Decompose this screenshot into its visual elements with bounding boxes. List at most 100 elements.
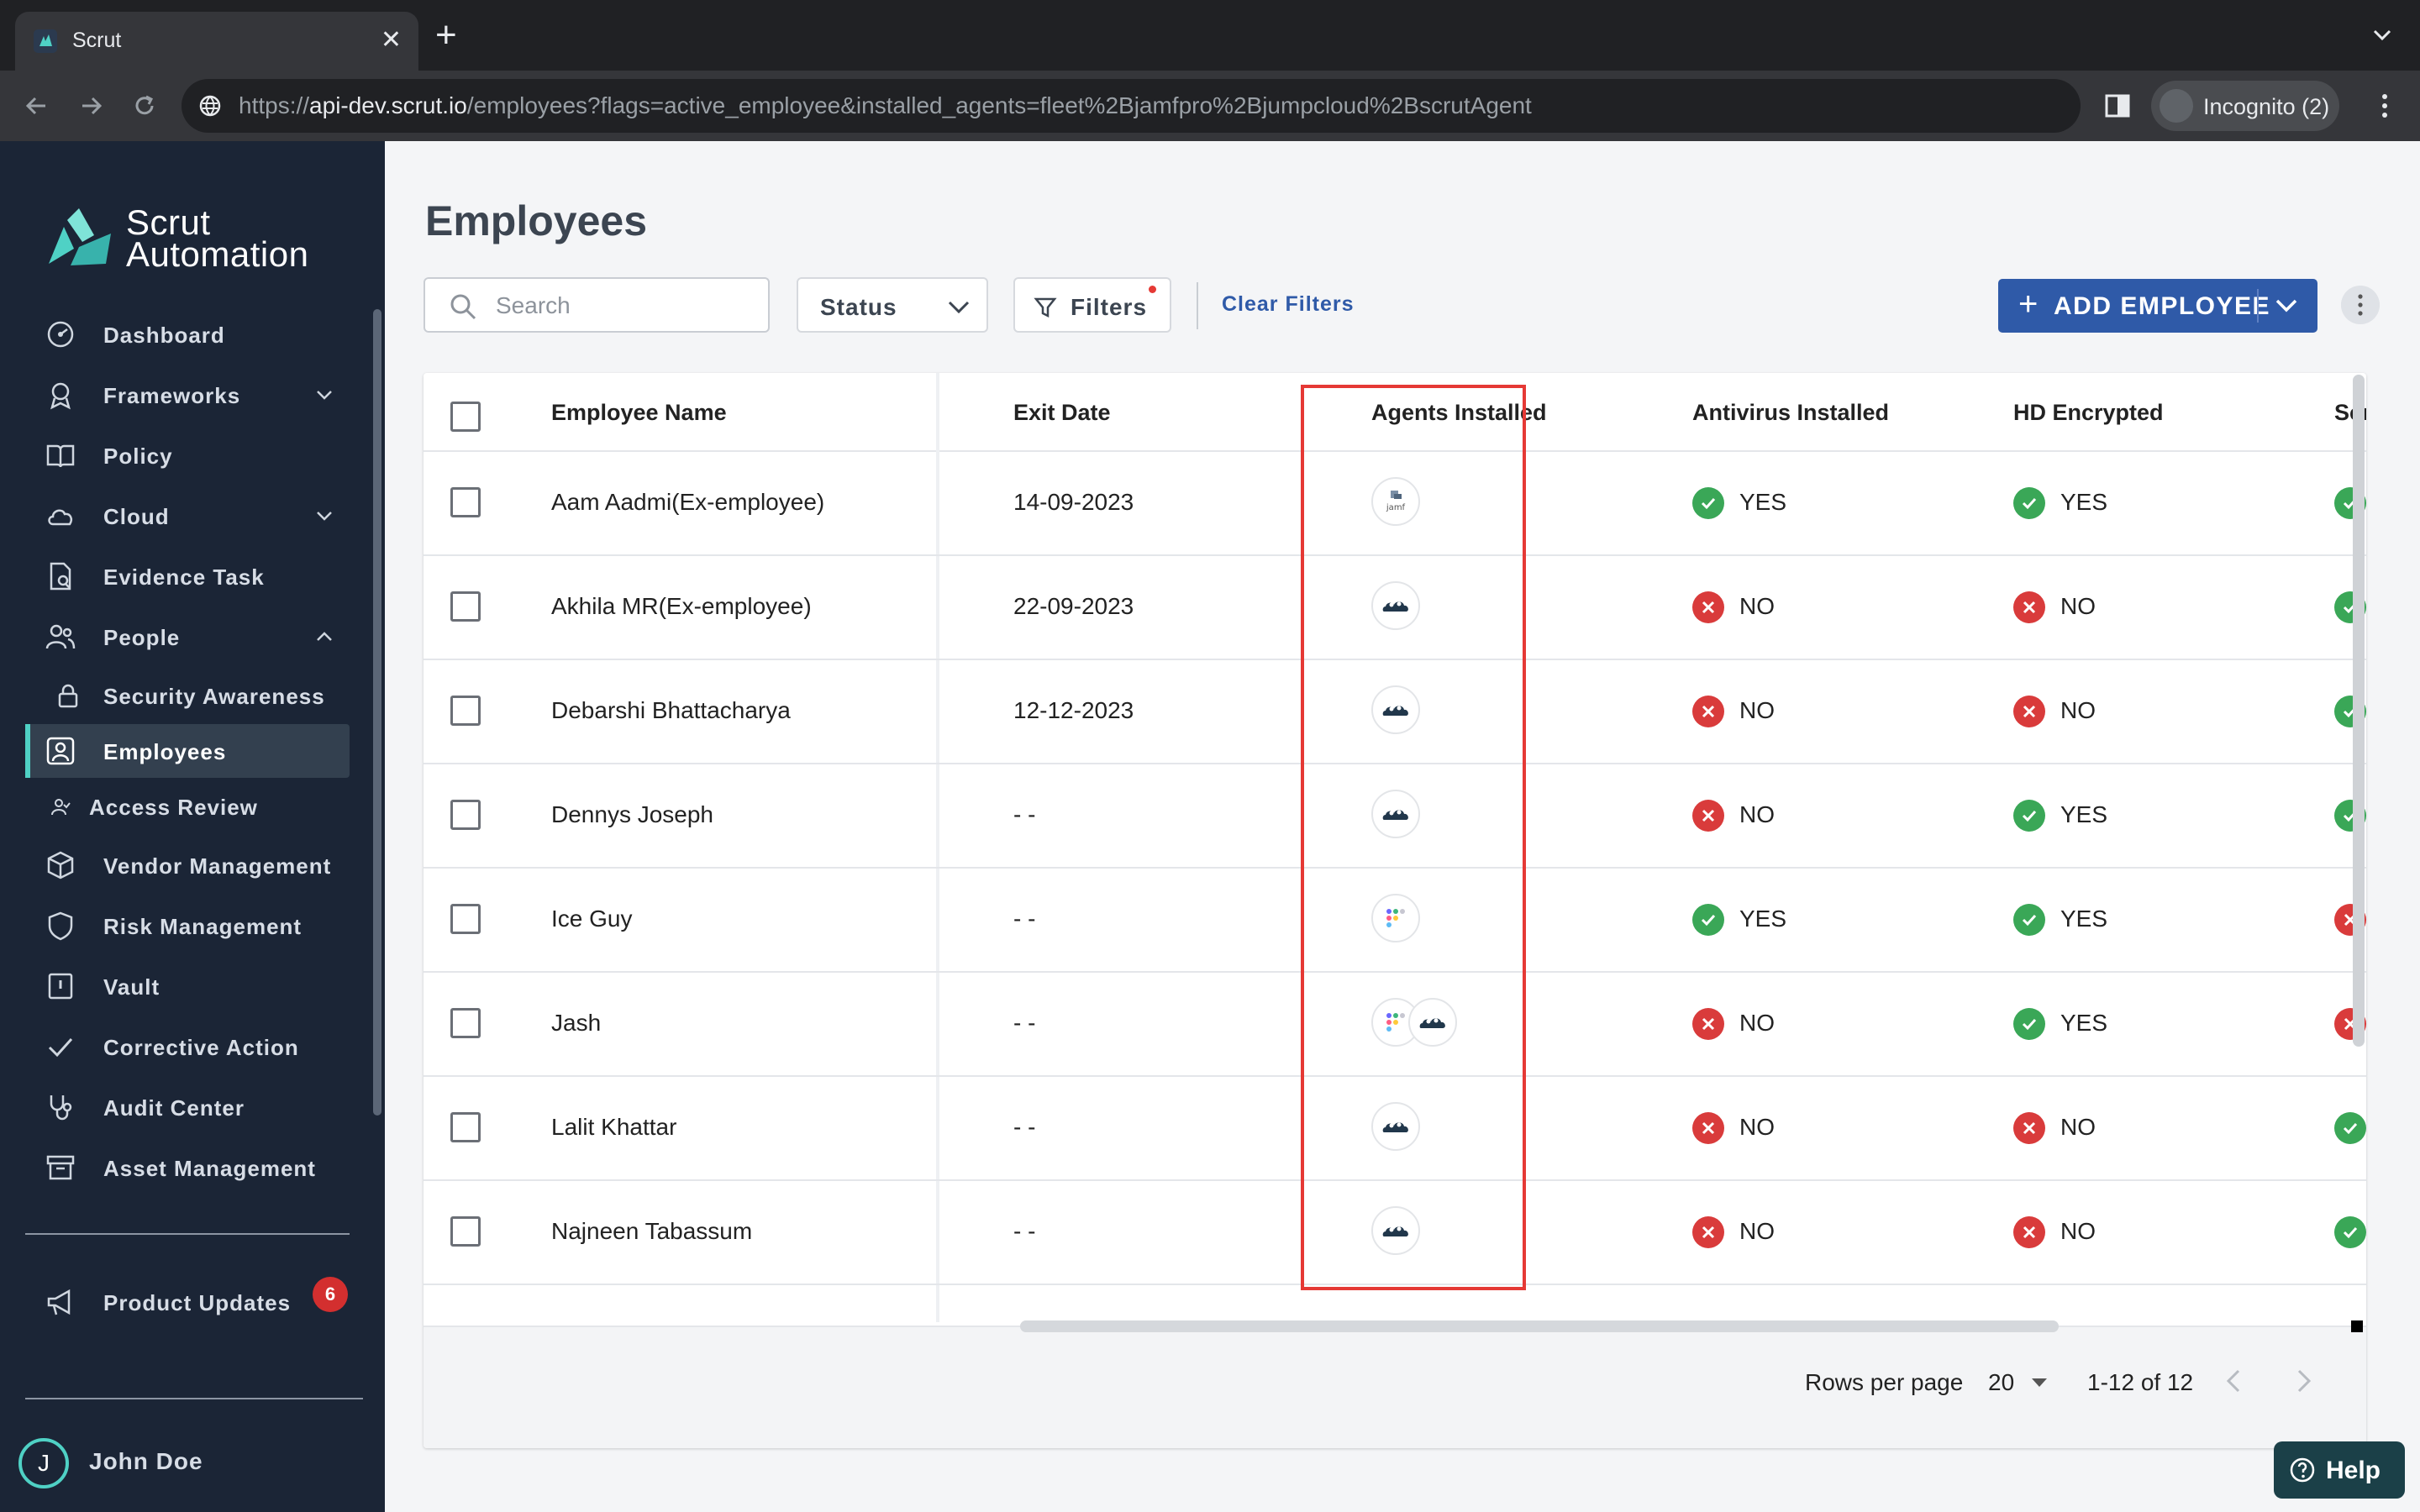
page-range-text: 1-12 of 12 [2087,1369,2194,1395]
table-header: Employee Name Exit Date Agents Installed… [424,373,2366,452]
sidebar-item-product-updates[interactable]: Product Updates [25,1275,350,1329]
cross-circle-icon [1692,1112,1724,1144]
more-options-icon[interactable] [2341,286,2380,324]
exit-date-cell: 22-09-2023 [1013,593,1134,619]
help-button[interactable]: Help [2274,1441,2405,1499]
column-header-hd-encrypted[interactable]: HD Encrypted [2013,400,2164,425]
address-bar[interactable]: https://api-dev.scrut.io/employees?flags… [182,79,2081,133]
table-row[interactable]: Jash- -NOYESNO [424,973,2366,1077]
scrut-favicon-icon [34,29,57,53]
antivirus-status-text: NO [1739,1114,1775,1140]
sidebar-item-policy[interactable]: Policy [25,428,350,482]
row-checkbox[interactable] [450,1008,481,1038]
sidebar-item-vendor-management[interactable]: Vendor Management [25,838,350,892]
sidebar-item-vault[interactable]: Vault [25,959,350,1013]
check-circle-icon [2013,904,2045,936]
column-header-exit-date[interactable]: Exit Date [1013,400,1111,425]
antivirus-status-text: NO [1739,1010,1775,1036]
site-info-icon[interactable] [198,94,222,118]
row-checkbox[interactable] [450,487,481,517]
table-row[interactable]: Akhila MR(Ex-employee)22-09-2023NONOYES [424,556,2366,660]
row-checkbox[interactable] [450,904,481,934]
jamf-icon: jamf [1386,491,1406,512]
table-row[interactable]: Aam Aadmi(Ex-employee) 14-09-2023 jamf YES Y… [424,452,2366,556]
select-all-checkbox[interactable] [450,402,481,432]
browser-menu-icon[interactable] [2370,89,2400,123]
sidebar-item-evidence-task[interactable]: Evidence Task [25,549,350,603]
employee-name-cell[interactable]: Ice Guy [551,906,633,932]
next-page-icon[interactable] [2291,1364,2316,1398]
row-checkbox[interactable] [450,800,481,830]
antivirus-status-text: NO [1739,593,1775,619]
sidebar-item-security-awareness[interactable]: Security Awareness [25,669,350,722]
vault-icon [48,973,73,1000]
fleet-icon [1386,909,1405,927]
sidebar-scrollbar[interactable] [373,309,381,1116]
cross-circle-icon [1692,591,1724,623]
agent-jumpcloud-badge [1371,790,1420,838]
table-row[interactable]: Najneen Tabassum- -NONOYES [424,1181,2366,1285]
sidebar-item-corrective-action[interactable]: Corrective Action [25,1020,350,1074]
column-header-employee-name[interactable]: Employee Name [551,400,727,425]
sidebar-item-employees[interactable]: Employees [25,724,350,778]
search-input[interactable] [496,291,748,321]
back-arrow-icon[interactable] [20,89,54,123]
clear-filters-link[interactable]: Clear Filters [1222,292,1355,316]
employee-name-cell[interactable]: Akhila MR(Ex-employee) [551,593,812,619]
employee-name-cell[interactable]: Debarshi Bhattacharya [551,697,791,723]
add-employee-button[interactable]: + ADD EMPLOYEE [1998,279,2317,333]
row-checkbox[interactable] [450,696,481,726]
new-tab-icon[interactable]: + [435,14,457,55]
status-dropdown[interactable]: Status [797,277,988,333]
user-name[interactable]: John Doe [89,1448,203,1474]
exit-date-cell: - - [1013,801,1036,827]
sidebar-item-asset-management[interactable]: Asset Management [25,1141,350,1194]
search-box[interactable] [424,277,770,333]
avatar[interactable]: J [18,1438,69,1488]
filters-button[interactable]: Filters [1013,277,1171,333]
sidebar-item-cloud[interactable]: Cloud [25,489,350,543]
sidebar-item-frameworks[interactable]: Frameworks [25,368,350,422]
sidebar-item-people[interactable]: People [25,610,350,664]
row-checkbox[interactable] [450,591,481,622]
rows-per-page-select[interactable]: 20 [1988,1369,2015,1395]
sidebar-item-dashboard[interactable]: Dashboard [25,307,350,361]
column-header-agents-installed[interactable]: Agents Installed [1371,400,1547,425]
table-row[interactable]: Lalit Khattar- -NONOYES [424,1077,2366,1181]
incognito-profile-button[interactable]: Incognito (2) [2151,81,2339,131]
column-header-antivirus-installed[interactable]: Antivirus Installed [1692,400,1890,425]
table-row[interactable]: Ice Guy- -YESYESNO [424,869,2366,973]
antivirus-status-text: YES [1739,489,1787,515]
side-panel-icon[interactable] [2102,91,2133,121]
chevron-down-icon[interactable] [2274,296,2299,316]
table-vertical-scrollbar[interactable] [2353,375,2365,1047]
forward-arrow-icon[interactable] [74,89,108,123]
row-checkbox[interactable] [450,1216,481,1247]
employee-name-cell[interactable]: Najneen Tabassum [551,1218,753,1244]
employee-name-cell[interactable]: Jash [551,1010,602,1036]
agent-jamf-badge: jamf [1371,477,1420,526]
agent-jumpcloud-badge [1371,581,1420,630]
previous-page-icon[interactable] [2222,1364,2247,1398]
sidebar-item-risk-management[interactable]: Risk Management [25,899,350,953]
sidebar-item-audit-center[interactable]: Audit Center [25,1080,350,1134]
shield-icon [48,911,73,941]
employee-name-cell[interactable]: Dennys Joseph [551,801,714,827]
sidebar-item-access-review[interactable]: Access Review [25,780,350,833]
employee-name-cell[interactable]: Lalit Khattar [551,1114,677,1140]
reload-icon[interactable] [128,89,161,123]
hd-status-text: NO [2060,697,2096,723]
table-horizontal-scrollbar[interactable] [1020,1320,2059,1332]
cloud-icon [48,509,72,526]
book-icon [46,444,75,468]
tab-close-icon[interactable]: ✕ [380,26,402,54]
tab-title: Scrut [72,29,122,52]
employee-name-cell[interactable]: Aam Aadmi(Ex-employee) [551,489,825,515]
browser-tab[interactable]: Scrut ✕ [15,12,418,71]
jumpcloud-icon [1382,706,1408,716]
caret-down-icon[interactable] [2030,1376,2049,1389]
tab-search-chevron-icon[interactable] [2370,22,2395,47]
table-row[interactable]: Dennys Joseph- -NOYESYES [424,764,2366,869]
row-checkbox[interactable] [450,1112,481,1142]
